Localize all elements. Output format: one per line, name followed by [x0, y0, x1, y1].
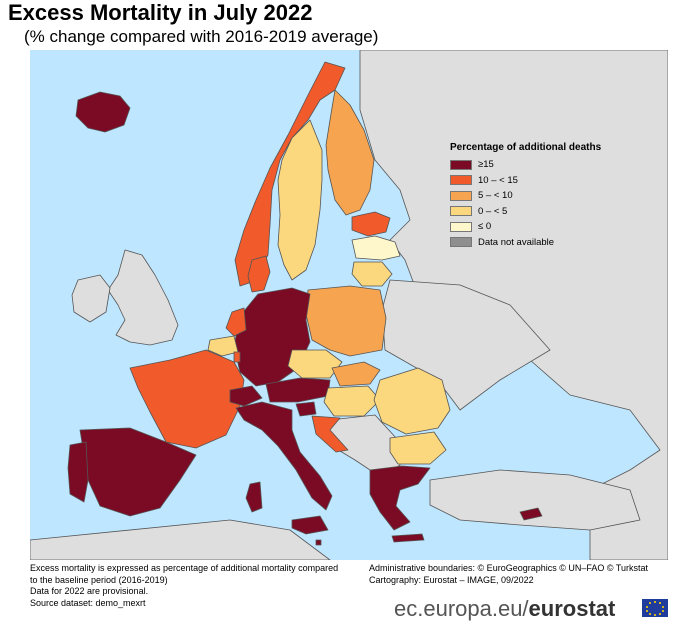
footer-credits: Administrative boundaries: © EuroGeograp…	[369, 563, 648, 586]
legend-label: 10 – < 15	[478, 174, 518, 186]
region-finland[interactable]	[325, 89, 375, 216]
region-slovakia[interactable]	[331, 361, 381, 387]
region-greece[interactable]	[369, 465, 431, 531]
region-romania[interactable]	[373, 367, 451, 435]
brand-url: ec.europa.eu/	[394, 596, 529, 621]
region-sicily[interactable]	[291, 515, 329, 535]
legend-item: 5 – < 10	[450, 188, 630, 204]
eu-flag-icon	[642, 599, 668, 617]
map-legend: Percentage of additional deaths ≥15 10 –…	[450, 142, 630, 250]
note-line-2: to the baseline period (2016-2019)	[30, 574, 168, 585]
map-subtitle: (% change compared with 2016-2019 averag…	[24, 27, 379, 46]
region-france[interactable]	[129, 349, 245, 449]
region-belgium[interactable]	[207, 335, 239, 357]
legend-swatch	[450, 206, 472, 217]
legend-item: 0 – < 5	[450, 204, 630, 220]
region-slovenia[interactable]	[295, 401, 317, 417]
legend-label: Data not available	[478, 236, 555, 248]
eurostat-brand[interactable]: ec.europa.eu/eurostat	[394, 596, 615, 622]
map-svg	[30, 50, 668, 560]
region-denmark[interactable]	[247, 255, 271, 293]
legend-title: Percentage of additional deaths	[450, 142, 602, 153]
legend-swatch	[450, 237, 472, 248]
legend-swatch	[450, 175, 472, 186]
region-luxembourg[interactable]	[233, 351, 241, 363]
region-netherlands[interactable]	[225, 307, 247, 337]
region-hungary[interactable]	[323, 385, 381, 417]
region-croatia[interactable]	[311, 415, 349, 453]
legend-item: 10 – < 15	[450, 173, 630, 189]
region-norway[interactable]	[234, 61, 346, 287]
region-crete[interactable]	[391, 533, 425, 543]
note-line-3: Data for 2022 are provisional.	[30, 586, 149, 596]
legend-label: ≥15	[478, 159, 494, 171]
region-great-britain	[107, 249, 179, 346]
region-poland[interactable]	[305, 285, 387, 357]
region-italy[interactable]	[235, 401, 333, 511]
cartography-credit: Cartography: Eurostat – IMAGE, 09/2022	[369, 574, 534, 585]
legend-label: 0 – < 5	[478, 205, 508, 217]
region-iceland[interactable]	[75, 91, 131, 133]
region-portugal[interactable]	[67, 441, 89, 503]
region-sardinia[interactable]	[245, 481, 263, 513]
region-malta[interactable]	[315, 539, 322, 546]
boundaries-credit: Administrative boundaries: © EuroGeograp…	[369, 563, 649, 573]
map-title: Excess Mortality in July 2022	[8, 0, 313, 25]
legend-item: ≤ 0	[450, 219, 630, 235]
footer-notes: Excess mortality is expressed as percent…	[30, 563, 338, 609]
note-line-1: Excess mortality is expressed as percent…	[30, 563, 339, 573]
legend-swatch	[450, 190, 472, 201]
region-czechia[interactable]	[287, 349, 343, 379]
legend-label: ≤ 0	[478, 221, 492, 233]
region-switzerland[interactable]	[229, 385, 263, 407]
choropleth-map[interactable]: Percentage of additional deaths ≥15 10 –…	[30, 50, 668, 560]
source-line: Source dataset: demo_mexrt	[30, 597, 146, 608]
legend-item: ≥15	[450, 157, 630, 173]
region-ireland	[71, 274, 111, 323]
region-turkey	[429, 469, 641, 531]
legend-item: Data not available	[450, 235, 630, 251]
region-lithuania[interactable]	[351, 261, 393, 287]
region-bulgaria[interactable]	[389, 431, 447, 465]
region-sweden[interactable]	[277, 119, 323, 281]
region-latvia[interactable]	[351, 235, 401, 261]
legend-swatch	[450, 159, 472, 170]
brand-name: eurostat	[528, 596, 616, 621]
region-cyprus[interactable]	[519, 507, 543, 521]
region-north-africa	[30, 519, 331, 560]
legend-label: 5 – < 10	[478, 190, 513, 202]
legend-swatch	[450, 221, 472, 232]
region-estonia[interactable]	[351, 211, 391, 237]
